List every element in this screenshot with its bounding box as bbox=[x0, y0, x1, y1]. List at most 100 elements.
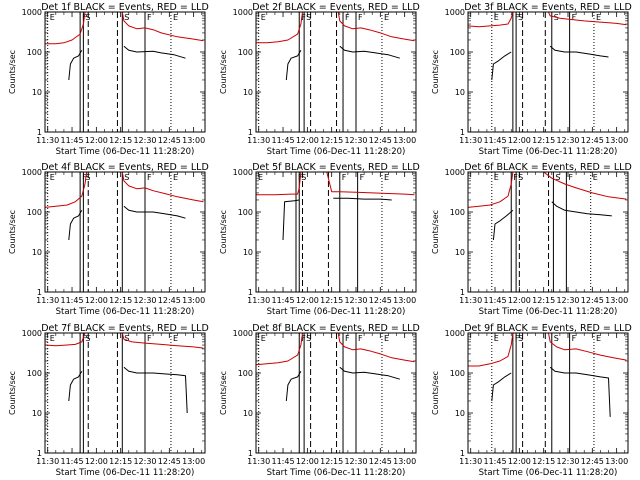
x-tick-label: 11:45 bbox=[271, 457, 294, 466]
y-tick-label: 1000 bbox=[22, 168, 42, 177]
x-tick-label: 13:00 bbox=[182, 457, 205, 466]
x-tick-label: 12:00 bbox=[85, 296, 108, 305]
x-tick-label: 12:30 bbox=[556, 296, 579, 305]
x-tick-label: 11:30 bbox=[247, 296, 270, 305]
x-tick-label: 11:45 bbox=[60, 296, 83, 305]
x-tick-label: 11:30 bbox=[247, 457, 270, 466]
x-tick-label: 12:15 bbox=[109, 296, 132, 305]
marker-label: F bbox=[82, 173, 87, 182]
marker-label: E bbox=[593, 173, 598, 182]
x-tick-label: 11:45 bbox=[483, 136, 506, 145]
y-tick-label: 1 bbox=[248, 449, 253, 458]
series-line-lld bbox=[45, 12, 204, 45]
y-tick-label: 100 bbox=[238, 208, 253, 217]
y-axis-label: Counts/sec bbox=[219, 50, 228, 94]
x-tick-label: 12:00 bbox=[296, 457, 319, 466]
x-tick-label: 11:30 bbox=[36, 457, 59, 466]
marker-label: F bbox=[147, 334, 152, 343]
y-tick-label: 1000 bbox=[233, 8, 253, 17]
y-tick-label: 100 bbox=[238, 48, 253, 57]
y-axis-label: Counts/sec bbox=[431, 210, 440, 254]
x-tick-label: 12:45 bbox=[369, 136, 392, 145]
x-tick-label: 12:30 bbox=[344, 457, 367, 466]
plot-frame bbox=[467, 332, 629, 454]
y-tick-label: 100 bbox=[27, 369, 42, 378]
series-line-lld bbox=[468, 333, 627, 367]
y-tick-label: 1000 bbox=[445, 168, 465, 177]
x-axis-label: Start Time (06-Dec-11 11:28:20) bbox=[479, 307, 618, 317]
panel-title: Det 4f BLACK = Events, RED = LLD bbox=[41, 162, 209, 173]
y-tick-label: 1000 bbox=[22, 329, 42, 338]
x-axis-label: Start Time (06-Dec-11 11:28:20) bbox=[479, 147, 618, 157]
series-line-lld bbox=[256, 172, 415, 196]
y-tick-label: 1 bbox=[248, 128, 253, 137]
x-tick-label: 12:15 bbox=[532, 136, 555, 145]
marker-label: E bbox=[173, 13, 178, 22]
detector-panel-4: Det 4f BLACK = Events, RED = LLD Counts/s… bbox=[8, 162, 209, 317]
marker-label: F bbox=[345, 334, 350, 343]
y-axis-label: Counts/sec bbox=[219, 371, 228, 415]
y-tick-label: 1 bbox=[248, 288, 253, 297]
series-line-events bbox=[285, 366, 400, 402]
series-line-events bbox=[282, 197, 392, 241]
x-tick-label: 12:30 bbox=[133, 136, 156, 145]
y-tick-label: 10 bbox=[32, 248, 42, 257]
marker-label: F bbox=[345, 13, 350, 22]
y-tick-label: 100 bbox=[450, 48, 465, 57]
panel-title: Det 3f BLACK = Events, RED = LLD bbox=[464, 2, 632, 13]
x-tick-label: 12:15 bbox=[320, 136, 343, 145]
y-axis-label: Counts/sec bbox=[431, 371, 440, 415]
marker-label: S bbox=[124, 173, 129, 182]
y-tick-label: 10 bbox=[455, 409, 465, 418]
y-tick-label: 100 bbox=[27, 48, 42, 57]
marker-label: F bbox=[568, 173, 573, 182]
y-tick-label: 10 bbox=[32, 409, 42, 418]
marker-label: S bbox=[518, 334, 523, 343]
x-tick-label: 11:45 bbox=[60, 457, 83, 466]
x-tick-label: 12:15 bbox=[320, 296, 343, 305]
marker-label: F bbox=[358, 334, 363, 343]
y-tick-label: 1 bbox=[460, 288, 465, 297]
x-tick-label: 12:00 bbox=[296, 296, 319, 305]
x-tick-label: 12:30 bbox=[344, 136, 367, 145]
marker-label: S bbox=[518, 173, 523, 182]
y-tick-label: 10 bbox=[243, 248, 253, 257]
marker-label: F bbox=[572, 334, 577, 343]
y-tick-label: 10 bbox=[455, 248, 465, 257]
x-tick-label: 11:30 bbox=[459, 457, 482, 466]
detector-panel-8: Det 8f BLACK = Events, RED = LLD Counts/s… bbox=[219, 323, 420, 478]
plot-frame bbox=[255, 11, 417, 133]
x-axis-label: Start Time (06-Dec-11 11:28:20) bbox=[56, 307, 195, 317]
y-tick-label: 1000 bbox=[233, 329, 253, 338]
x-tick-label: 13:00 bbox=[605, 457, 628, 466]
marker-label: E bbox=[261, 13, 266, 22]
y-tick-label: 10 bbox=[32, 88, 42, 97]
marker-label: F bbox=[515, 13, 520, 22]
marker-label: E bbox=[384, 13, 389, 22]
x-tick-label: 11:45 bbox=[271, 136, 294, 145]
panel-title: Det 6f BLACK = Events, RED = LLD bbox=[464, 162, 632, 173]
x-tick-label: 13:00 bbox=[393, 296, 416, 305]
marker-label: S bbox=[124, 13, 129, 22]
detector-panel-9: Det 9f BLACK = Events, RED = LLD Counts/s… bbox=[431, 323, 632, 478]
x-tick-label: 12:45 bbox=[369, 296, 392, 305]
y-tick-label: 1 bbox=[460, 449, 465, 458]
x-tick-label: 11:30 bbox=[459, 136, 482, 145]
y-tick-label: 1000 bbox=[445, 8, 465, 17]
plot-frame bbox=[44, 171, 206, 293]
plot-frame bbox=[467, 11, 629, 133]
marker-label: F bbox=[360, 173, 365, 182]
marker-label: E bbox=[494, 334, 499, 343]
marker-label: S bbox=[301, 173, 306, 182]
x-tick-label: 12:30 bbox=[344, 296, 367, 305]
marker-label: F bbox=[515, 334, 520, 343]
x-tick-label: 12:00 bbox=[85, 457, 108, 466]
x-tick-label: 12:15 bbox=[532, 296, 555, 305]
x-tick-label: 12:30 bbox=[556, 136, 579, 145]
x-tick-label: 13:00 bbox=[182, 136, 205, 145]
marker-label: S bbox=[554, 334, 559, 343]
detector-panel-1: Det 1f BLACK = Events, RED = LLD Counts/s… bbox=[8, 2, 209, 157]
detector-panel-3: Det 3f BLACK = Events, RED = LLD Counts/s… bbox=[431, 2, 632, 157]
y-tick-label: 1000 bbox=[445, 329, 465, 338]
marker-label: F bbox=[572, 13, 577, 22]
